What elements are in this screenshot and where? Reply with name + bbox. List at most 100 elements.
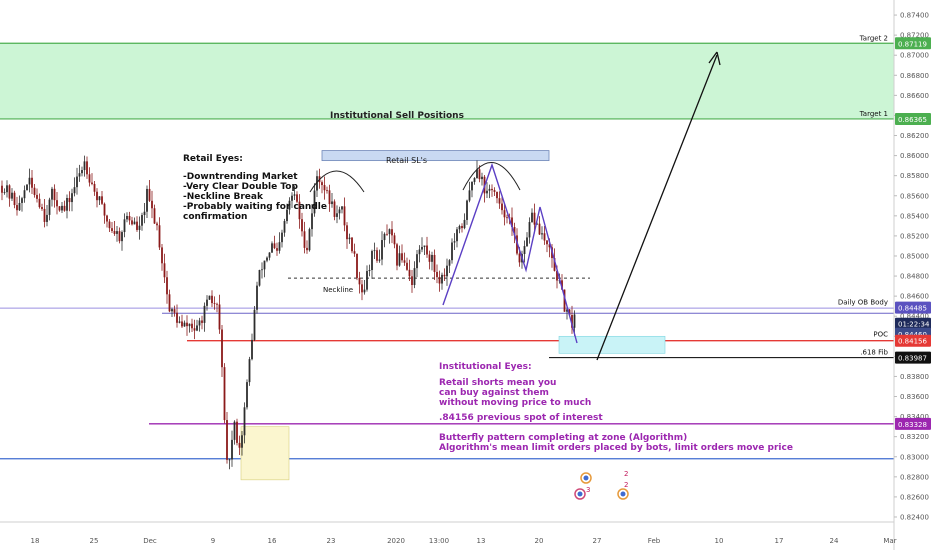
candle-body bbox=[171, 309, 173, 312]
candle-body bbox=[346, 225, 348, 240]
candle-body bbox=[121, 232, 123, 242]
candle-body bbox=[123, 219, 126, 233]
candle-body bbox=[281, 232, 283, 243]
stop-hunt-zone bbox=[240, 426, 290, 481]
candle-body bbox=[481, 176, 483, 180]
butterfly-badge: 0.83328 bbox=[898, 421, 927, 429]
butterfly-pattern bbox=[442, 162, 578, 344]
candle-body bbox=[161, 247, 163, 264]
candle-body bbox=[378, 259, 381, 261]
y-tick-label: 0.86000 bbox=[900, 152, 929, 160]
candle-body bbox=[293, 194, 296, 196]
event-badge-count: 2 bbox=[624, 470, 628, 478]
fib-618-badge: 0.83987 bbox=[898, 355, 927, 363]
event-badge-count: 3 bbox=[586, 486, 590, 494]
candle-body bbox=[58, 206, 61, 211]
candle-body bbox=[26, 184, 28, 191]
candle-body bbox=[103, 203, 106, 216]
candle-body bbox=[493, 190, 496, 192]
candle-body bbox=[186, 322, 188, 327]
candle-body bbox=[38, 198, 41, 208]
candle-body bbox=[296, 194, 298, 202]
candle-body bbox=[391, 229, 393, 236]
projection-arrow-head bbox=[708, 51, 721, 66]
candle-body bbox=[488, 188, 491, 191]
poi-note: .84156 previous spot of interest bbox=[439, 413, 603, 423]
candle-body bbox=[41, 207, 43, 209]
double-top-arc-right bbox=[462, 162, 521, 191]
candle-body bbox=[8, 185, 11, 199]
candle-body bbox=[206, 299, 208, 306]
candle-body bbox=[311, 213, 313, 230]
candle-body bbox=[373, 250, 376, 252]
y-tick-label: 0.84600 bbox=[900, 293, 929, 301]
candle-body bbox=[538, 223, 541, 235]
candle-body bbox=[316, 176, 318, 191]
candle-body bbox=[83, 161, 86, 171]
candle-body bbox=[403, 260, 406, 263]
x-tick-label: 13:00 bbox=[429, 537, 449, 545]
candle-body bbox=[68, 197, 71, 203]
y-tick-label: 0.85400 bbox=[900, 212, 929, 220]
candle-body bbox=[426, 245, 428, 255]
candle-body bbox=[513, 227, 516, 236]
candle-body bbox=[108, 221, 111, 229]
y-tick-label: 0.85200 bbox=[900, 232, 929, 240]
candle-body bbox=[133, 221, 136, 225]
x-tick-label: 23 bbox=[327, 537, 336, 545]
candle-body bbox=[13, 192, 16, 206]
candle-body bbox=[523, 246, 526, 254]
event-badge-count: 2 bbox=[624, 481, 628, 489]
candle-body bbox=[313, 190, 316, 214]
candle-body bbox=[343, 206, 346, 226]
candle-body bbox=[73, 187, 76, 194]
candle-body bbox=[238, 442, 241, 448]
candle-body bbox=[163, 263, 166, 278]
candle-body bbox=[478, 169, 481, 180]
candle-body bbox=[503, 210, 506, 218]
x-tick-label: 2020 bbox=[387, 537, 405, 545]
projection-arrow bbox=[596, 54, 718, 361]
y-tick-label: 0.86200 bbox=[900, 132, 929, 140]
candle-body bbox=[571, 315, 573, 328]
candle-body bbox=[148, 188, 151, 201]
butterfly-note: Butterfly pattern completing at zone (Al… bbox=[439, 433, 687, 443]
candle-body bbox=[46, 214, 48, 222]
candle-body bbox=[438, 277, 441, 284]
candle-body bbox=[546, 240, 548, 245]
fib-618-badge-bg bbox=[895, 351, 931, 364]
target-1-badge-bg bbox=[895, 112, 931, 125]
candle-body bbox=[201, 320, 203, 323]
candle-body bbox=[431, 254, 433, 262]
candle-body bbox=[473, 178, 476, 182]
candle-body bbox=[356, 253, 358, 278]
candle-body bbox=[253, 309, 256, 340]
candle-body bbox=[271, 243, 273, 253]
y-tick-label: 0.87400 bbox=[900, 12, 929, 20]
candle-body bbox=[406, 262, 408, 270]
candle-body bbox=[16, 205, 18, 211]
candle-body bbox=[496, 191, 498, 199]
candle-body bbox=[298, 201, 301, 220]
candle-body bbox=[128, 215, 131, 221]
y-tick-label: 0.84800 bbox=[900, 273, 929, 281]
candle-body bbox=[211, 295, 213, 304]
candle-body bbox=[43, 208, 46, 222]
y-tick-label: 0.86800 bbox=[900, 72, 929, 80]
candle-body bbox=[143, 211, 146, 216]
candle-body bbox=[566, 309, 568, 312]
candle-body bbox=[76, 176, 78, 188]
candle-body bbox=[178, 321, 181, 323]
candle-body bbox=[536, 223, 538, 225]
candle-body bbox=[278, 242, 281, 251]
candle-body bbox=[421, 246, 423, 250]
retail-eyes-line: confirmation bbox=[183, 212, 247, 222]
candle-body bbox=[561, 280, 563, 290]
candle-body bbox=[486, 190, 488, 194]
candle-body bbox=[31, 177, 33, 188]
candle-body bbox=[86, 161, 88, 175]
candle-body bbox=[78, 173, 81, 177]
candle-body bbox=[333, 201, 336, 217]
candle-body bbox=[568, 309, 571, 316]
